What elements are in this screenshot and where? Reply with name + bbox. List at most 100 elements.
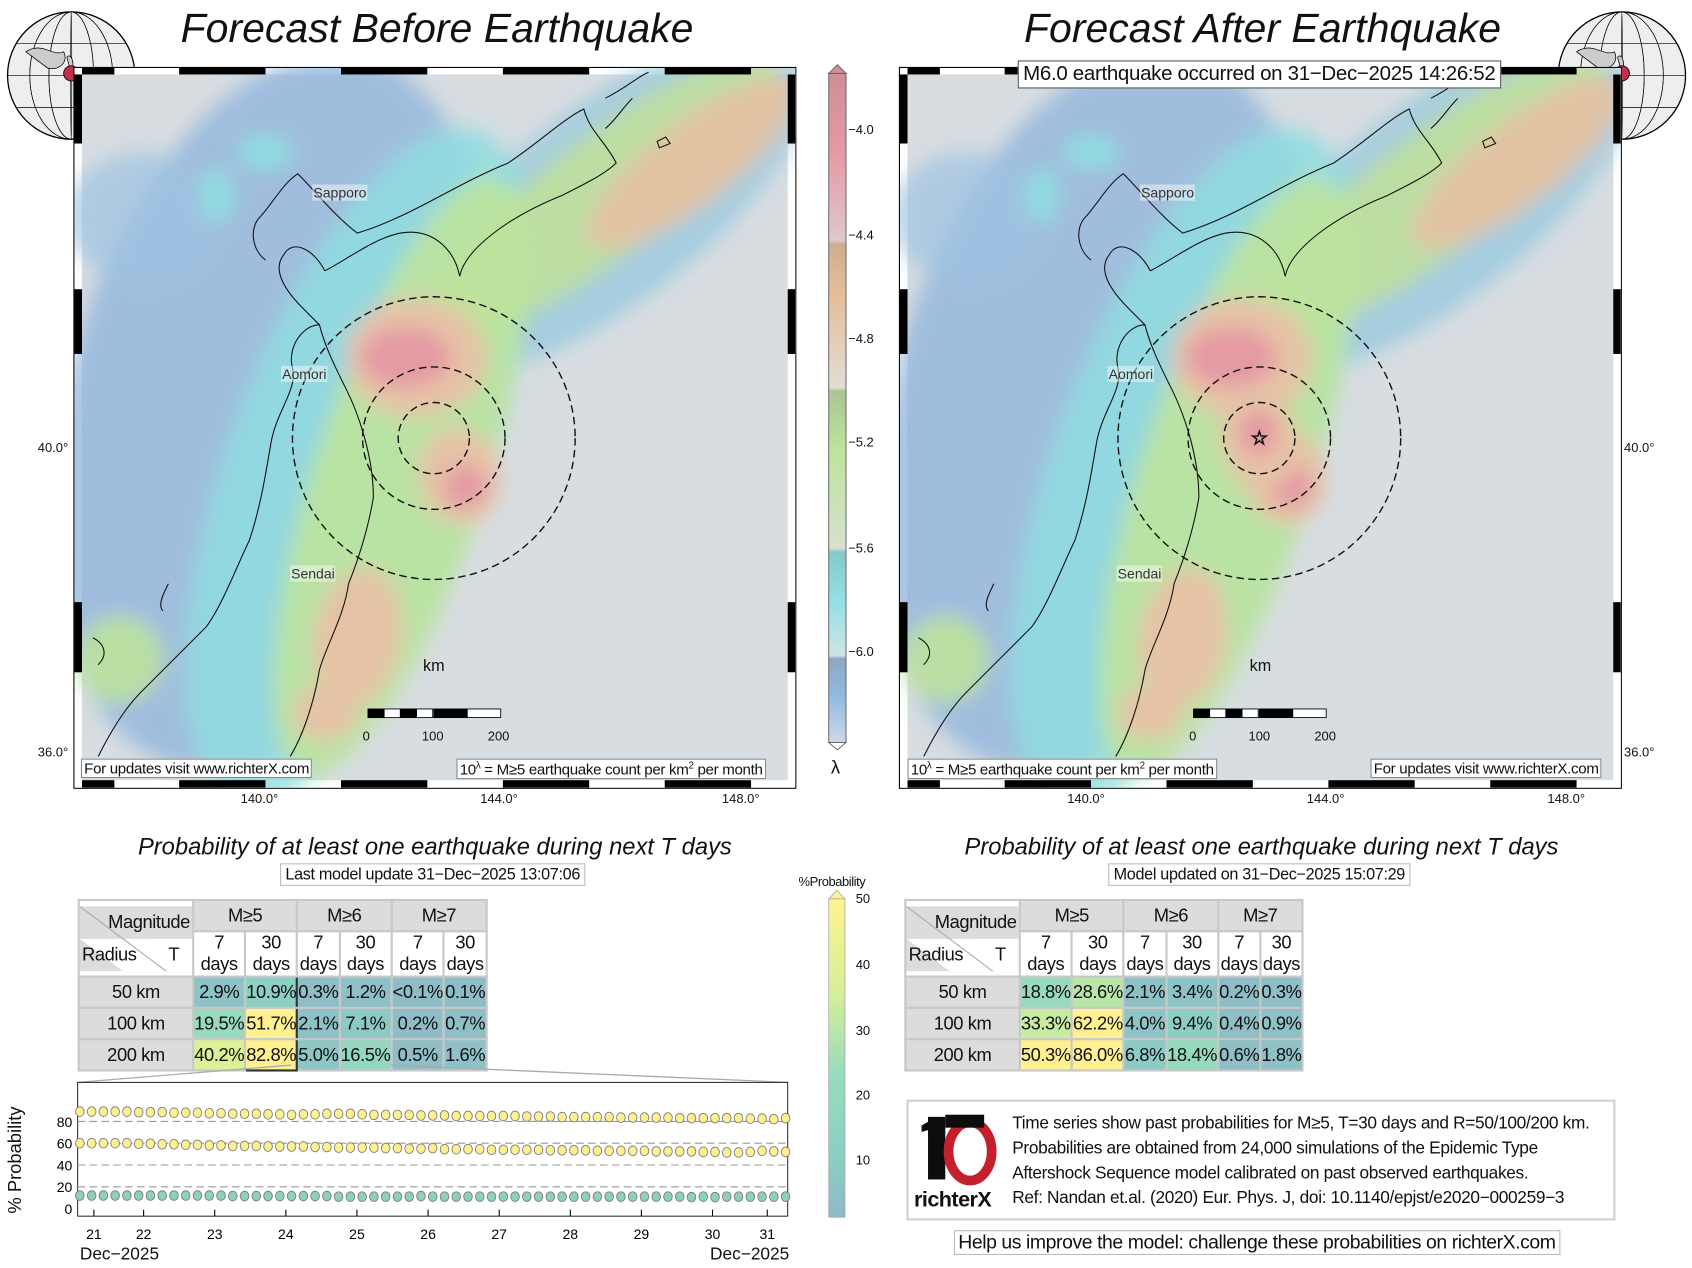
series-1-point [251, 1140, 262, 1152]
series-2-point [616, 1191, 626, 1202]
period-header: 30 days [1164, 930, 1220, 978]
corner-magnitude: Magnitude [934, 911, 1017, 932]
x-tick-label: 26 [420, 1226, 436, 1242]
series-1-point [380, 1142, 391, 1154]
series-1-point [263, 1141, 273, 1152]
caption-sup: λ [926, 759, 932, 771]
prob-colorbar-tick: 10 [855, 1152, 871, 1168]
x-tick-label: 28 [563, 1226, 579, 1242]
series-1-point [345, 1142, 356, 1153]
period-header: 7 days [1122, 930, 1168, 978]
x-axis-month-left: Dec−2025 [79, 1245, 160, 1264]
rate-colorbar-tick: −4.8 [848, 331, 874, 347]
scale-bar-segment [383, 708, 401, 719]
series-0-point [192, 1107, 203, 1118]
series-2-point [369, 1191, 379, 1202]
series-1-point [122, 1137, 132, 1149]
probability-cell: 0.2% [390, 1006, 446, 1041]
probability-table: Magnitude Radius T M≥5 M≥6 M≥7 7 days 30 days 7 … [77, 898, 488, 1072]
left-map-title: Forecast Before Earthquake [180, 6, 694, 52]
series-1-point [545, 1144, 556, 1156]
series-0-point [557, 1111, 567, 1123]
series-1-point [733, 1147, 744, 1158]
series-2-point [263, 1190, 273, 1202]
series-2-point [486, 1191, 497, 1202]
model-update-after: Model updated on 31−Dec−2025 15:07:29 [1108, 863, 1411, 886]
probability-cell: 18.8% [1018, 975, 1073, 1009]
series-2-point [710, 1191, 720, 1203]
series-2-point [310, 1190, 320, 1202]
help-link[interactable]: Help us improve the model: challenge the… [953, 1230, 1560, 1255]
scale-bar-segment [1241, 708, 1259, 719]
table-row: 50 km 2.9% 10.9% 0.3% 1.2% <0.1% 0.1% [77, 975, 488, 1009]
series-0-point [663, 1112, 673, 1123]
scale-bar-segment [466, 708, 502, 719]
y-tick-label: 60 [57, 1136, 73, 1152]
lon-tick: 148.0° [721, 790, 760, 807]
probability-cell: 1.6% [442, 1038, 488, 1072]
series-1-point [369, 1142, 379, 1153]
series-0-point [427, 1110, 438, 1121]
lat-tick: 40.0° [1624, 440, 1655, 456]
series-0-point [122, 1106, 132, 1117]
probability-cell: <0.1% [390, 975, 446, 1009]
caption-text: per month [693, 760, 763, 778]
series-0-point [322, 1108, 332, 1120]
probability-cell: 86.0% [1070, 1038, 1125, 1072]
table-row: 50 km 18.8% 28.6% 2.1% 3.4% 0.2% 0.3% [904, 975, 1304, 1009]
radius-cell: 200 km [904, 1038, 1021, 1072]
rate-colorbar-label: λ [830, 757, 841, 779]
rate-colorbar-tick: −4.4 [848, 227, 874, 243]
probability-cell: 33.3% [1018, 1006, 1073, 1041]
series-2-point [498, 1191, 509, 1202]
series-2-point [651, 1191, 661, 1202]
x-tick-label: 23 [207, 1226, 223, 1242]
caption-text: per month [1144, 760, 1214, 778]
series-2-point [157, 1190, 167, 1201]
series-1-point [416, 1143, 426, 1154]
series-0-point [686, 1112, 697, 1124]
probability-cell: 1.8% [1259, 1038, 1304, 1072]
prob-colorbar-label: %Probability [798, 874, 866, 890]
series-1-point [463, 1143, 473, 1155]
info-line: Probabilities are obtained from 24,000 s… [1012, 1139, 1538, 1158]
corner-radius: Radius [908, 943, 964, 965]
probability-cell: 0.5% [390, 1038, 446, 1072]
city-sapporo: Sapporo [1139, 184, 1196, 201]
probability-time-series: 0 20 40 60 80 21 22 23 24 25 26 27 28 29 30 31 [57, 1064, 791, 1242]
series-0-point [545, 1111, 556, 1122]
series-0-point [98, 1106, 109, 1117]
series-0-point [569, 1111, 579, 1123]
series-2-point [216, 1190, 226, 1201]
scale-unit: km [423, 657, 445, 676]
series-2-point [380, 1191, 391, 1202]
city-aomori: Aomori [1107, 365, 1155, 383]
series-0-point [404, 1109, 414, 1121]
series-1-point [427, 1142, 438, 1154]
prob-colorbar-tick: 50 [855, 891, 871, 907]
series-0-point [651, 1112, 661, 1123]
series-0-point [710, 1112, 720, 1124]
scale-bar-segment [1292, 708, 1327, 719]
series-2-point [733, 1191, 744, 1202]
series-0-point [463, 1110, 473, 1122]
series-2-point [722, 1191, 732, 1202]
series-1-point [475, 1143, 485, 1155]
series-0-point [416, 1110, 426, 1121]
probability-cell: 9.4% [1164, 1006, 1220, 1041]
magnitude-header: M≥7 [390, 898, 488, 933]
probability-cell: 0.7% [442, 1006, 488, 1041]
series-1-point [663, 1146, 673, 1157]
series-2-point [275, 1190, 285, 1202]
city-aomori: Aomori [281, 365, 328, 383]
info-line: Aftershock Sequence model calibrated on … [1012, 1164, 1529, 1183]
series-1-point [439, 1143, 450, 1155]
zoom-connector [390, 1064, 788, 1083]
series-1-point [757, 1145, 767, 1157]
series-2-point [545, 1191, 556, 1202]
probability-cell: 4.0% [1122, 1006, 1168, 1041]
probability-cell: 40.2% [192, 1038, 247, 1072]
series-1-point [133, 1138, 144, 1150]
series-0-point [157, 1106, 167, 1118]
probability-cell: 0.6% [1216, 1038, 1262, 1072]
